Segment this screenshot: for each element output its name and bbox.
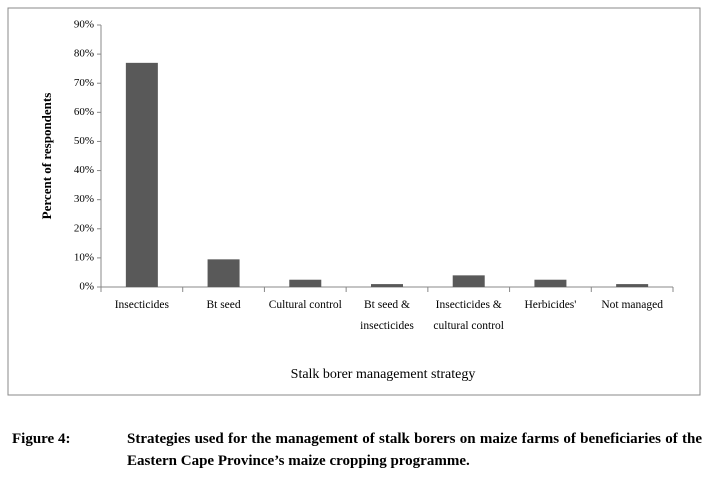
x-axis-title: Stalk borer management strategy	[291, 367, 476, 382]
x-tick-label: Bt seed & insecticides	[360, 299, 414, 332]
y-tick-label: 20%	[74, 222, 94, 234]
chart: Percent of respondents Stalk borer manag…	[7, 7, 701, 396]
bar	[452, 275, 485, 287]
x-tick-label: Bt seed	[206, 299, 241, 311]
bar	[289, 279, 322, 287]
y-tick-label: 30%	[74, 193, 94, 205]
x-tick-label: Herbicides'	[524, 299, 577, 311]
y-axis-title: Percent of respondents	[39, 93, 54, 220]
caption: Figure 4: Strategies used for the manage…	[12, 428, 702, 472]
y-tick-label: 0%	[79, 281, 94, 293]
chart-border	[7, 7, 701, 396]
caption-label: Figure 4:	[12, 431, 71, 447]
x-tick-label: Not managed	[601, 299, 663, 311]
bar	[207, 259, 240, 287]
caption-text: Strategies used for the management of st…	[127, 431, 702, 469]
y-tick-label: 70%	[74, 77, 94, 89]
bar	[616, 284, 649, 287]
x-tick-label: Insecticides	[114, 299, 169, 311]
y-tick-label: 10%	[74, 251, 94, 263]
y-tick-label: 90%	[74, 19, 94, 31]
y-tick-label: 50%	[74, 135, 94, 147]
x-tick-label: Insecticides & cultural control	[433, 299, 504, 332]
x-tick-label: Cultural control	[268, 299, 342, 311]
bar	[534, 279, 567, 287]
bar	[371, 284, 403, 287]
bar	[125, 62, 158, 287]
y-tick-label: 80%	[74, 48, 94, 60]
y-tick-label: 40%	[74, 164, 94, 176]
y-tick-label: 60%	[74, 106, 94, 118]
